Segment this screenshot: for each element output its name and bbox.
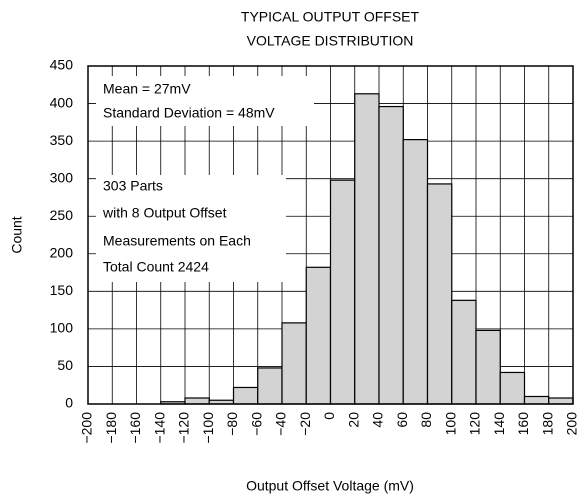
plot-frame (87, 65, 574, 405)
y-axis-label: Count (9, 216, 25, 253)
annotation: Total Count 2424 (103, 259, 209, 275)
y-tick-label: 50 (57, 357, 73, 373)
x-tick-label: −140 (151, 412, 167, 444)
bar (402, 139, 429, 405)
x-tick-label: 200 (564, 412, 580, 436)
x-tick-label: 100 (442, 412, 458, 436)
bar (548, 397, 574, 405)
x-tick-label: 60 (394, 412, 410, 428)
bar (523, 395, 550, 405)
y-tick-label: 350 (50, 132, 74, 148)
x-tick-label: 180 (539, 412, 555, 436)
y-tick-label: 100 (50, 320, 74, 336)
y-tick-label: 150 (50, 282, 74, 298)
x-tick-label: 80 (418, 412, 434, 428)
bar (475, 329, 501, 405)
annotation: 303 Parts (103, 178, 163, 194)
chart-title: VOLTAGE DISTRIBUTION (247, 33, 414, 49)
x-tick-label: 0 (321, 412, 337, 420)
x-tick-label: 20 (345, 412, 361, 428)
bar (378, 105, 404, 405)
x-tick-label: −160 (127, 412, 143, 444)
x-tick-label: 160 (515, 412, 531, 436)
y-tick-label: 250 (50, 207, 74, 223)
bar (451, 299, 477, 405)
x-tick-label: 120 (467, 412, 483, 436)
x-tick-label: 40 (370, 412, 386, 428)
x-tick-label: −120 (176, 412, 192, 444)
x-tick-label: −40 (273, 412, 289, 436)
annotation: Measurements on Each (103, 233, 251, 249)
annotation-box (96, 76, 314, 126)
bar (426, 183, 453, 405)
x-axis-label: Output Offset Voltage (mV) (246, 478, 414, 494)
x-tick-label: 140 (491, 412, 507, 436)
bar (281, 322, 307, 405)
y-tick-label: 450 (50, 57, 74, 73)
y-tick-label: 200 (50, 244, 74, 260)
annotation-box (96, 175, 286, 282)
annotation: Standard Deviation = 48mV (103, 105, 275, 121)
bar (184, 397, 210, 405)
bar (257, 367, 283, 405)
bar (499, 371, 526, 405)
annotation: with 8 Output Offset (102, 205, 227, 221)
y-tick-label: 0 (65, 395, 73, 411)
annotation: Mean = 27mV (103, 81, 191, 97)
x-tick-label: −80 (224, 412, 240, 436)
chart-title: TYPICAL OUTPUT OFFSET (241, 9, 420, 25)
x-tick-label: −180 (103, 412, 119, 444)
bar (329, 179, 356, 405)
bar (305, 266, 332, 405)
bar (232, 386, 259, 405)
y-tick-label: 300 (50, 169, 74, 185)
x-tick-label: −100 (200, 412, 216, 444)
x-tick-label: −60 (248, 412, 264, 436)
x-tick-label: −200 (79, 412, 95, 444)
x-tick-label: −20 (297, 412, 313, 436)
bar (354, 93, 380, 405)
y-tick-label: 400 (50, 94, 74, 110)
